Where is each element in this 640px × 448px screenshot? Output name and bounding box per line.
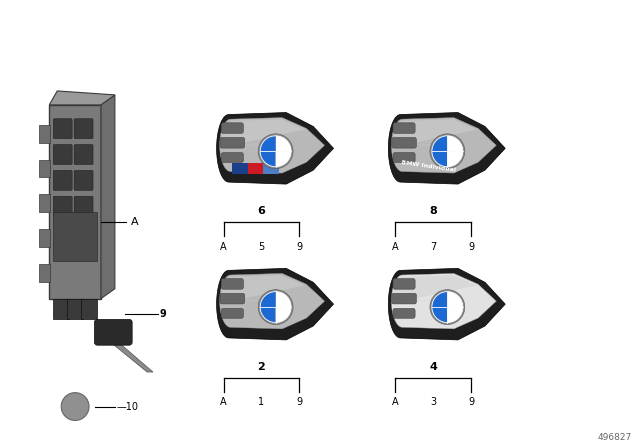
Bar [39, 159, 51, 177]
Text: A: A [392, 397, 399, 408]
Polygon shape [101, 95, 115, 299]
Bar [39, 229, 51, 247]
Polygon shape [221, 275, 305, 301]
FancyBboxPatch shape [392, 293, 417, 304]
Bar [39, 194, 51, 212]
Wedge shape [432, 151, 447, 167]
Bar [49, 105, 101, 299]
Wedge shape [447, 292, 463, 307]
Text: 9: 9 [296, 397, 302, 408]
FancyBboxPatch shape [393, 308, 415, 318]
Wedge shape [260, 151, 276, 167]
FancyBboxPatch shape [393, 123, 415, 134]
FancyBboxPatch shape [53, 196, 72, 216]
Text: 1: 1 [259, 397, 264, 408]
Polygon shape [392, 273, 496, 329]
Bar [263, 163, 279, 174]
Wedge shape [447, 151, 463, 167]
Text: A: A [220, 397, 227, 408]
Polygon shape [388, 268, 505, 340]
Bar [39, 264, 51, 282]
Text: 8: 8 [429, 206, 437, 216]
FancyBboxPatch shape [221, 153, 243, 163]
Circle shape [258, 134, 293, 169]
FancyBboxPatch shape [53, 145, 72, 164]
Text: —10: —10 [117, 401, 139, 412]
Wedge shape [276, 136, 291, 151]
FancyBboxPatch shape [74, 196, 93, 216]
Wedge shape [447, 136, 463, 151]
Text: 9: 9 [468, 241, 474, 252]
Bar [67, 299, 83, 319]
FancyBboxPatch shape [53, 170, 72, 190]
FancyBboxPatch shape [221, 279, 243, 289]
Polygon shape [393, 275, 477, 301]
FancyBboxPatch shape [220, 293, 244, 304]
Polygon shape [392, 118, 496, 173]
FancyBboxPatch shape [221, 123, 243, 134]
Text: 496827: 496827 [597, 433, 632, 442]
Wedge shape [432, 307, 447, 323]
Polygon shape [221, 120, 305, 145]
Text: A: A [131, 217, 138, 227]
FancyBboxPatch shape [393, 153, 415, 163]
Text: A: A [220, 241, 227, 252]
Polygon shape [220, 118, 324, 173]
FancyBboxPatch shape [74, 145, 93, 164]
Wedge shape [276, 307, 291, 323]
Polygon shape [220, 273, 324, 329]
FancyBboxPatch shape [221, 308, 243, 318]
Wedge shape [276, 151, 291, 167]
Text: 9: 9 [468, 397, 474, 408]
Bar [248, 163, 263, 174]
FancyBboxPatch shape [95, 319, 132, 345]
FancyBboxPatch shape [220, 138, 244, 148]
FancyBboxPatch shape [393, 279, 415, 289]
Text: 3: 3 [430, 397, 436, 408]
Bar [53, 299, 69, 319]
FancyBboxPatch shape [392, 138, 417, 148]
Wedge shape [432, 292, 447, 307]
Text: 5: 5 [259, 241, 264, 252]
Text: 9: 9 [160, 310, 167, 319]
Polygon shape [388, 112, 505, 184]
Bar [39, 125, 51, 142]
Polygon shape [216, 268, 333, 340]
Text: 9: 9 [296, 241, 302, 252]
Polygon shape [393, 120, 477, 145]
Polygon shape [216, 112, 333, 184]
Circle shape [430, 290, 465, 324]
Text: A: A [392, 241, 399, 252]
Text: 4: 4 [429, 362, 437, 372]
Text: 2: 2 [258, 362, 266, 372]
Wedge shape [260, 307, 276, 323]
Circle shape [61, 392, 89, 421]
Wedge shape [276, 292, 291, 307]
Polygon shape [109, 341, 153, 372]
FancyBboxPatch shape [53, 119, 72, 138]
Text: 6: 6 [257, 206, 266, 216]
Bar [53, 211, 97, 261]
Bar [232, 163, 248, 174]
Text: 7: 7 [430, 241, 436, 252]
Polygon shape [49, 91, 115, 105]
Wedge shape [432, 136, 447, 151]
Text: BMW Individual: BMW Individual [401, 160, 456, 173]
FancyBboxPatch shape [74, 170, 93, 190]
Bar [81, 299, 97, 319]
Wedge shape [260, 292, 276, 307]
Wedge shape [260, 136, 276, 151]
Circle shape [258, 290, 293, 324]
Circle shape [430, 134, 465, 169]
Wedge shape [447, 307, 463, 323]
FancyBboxPatch shape [74, 119, 93, 138]
